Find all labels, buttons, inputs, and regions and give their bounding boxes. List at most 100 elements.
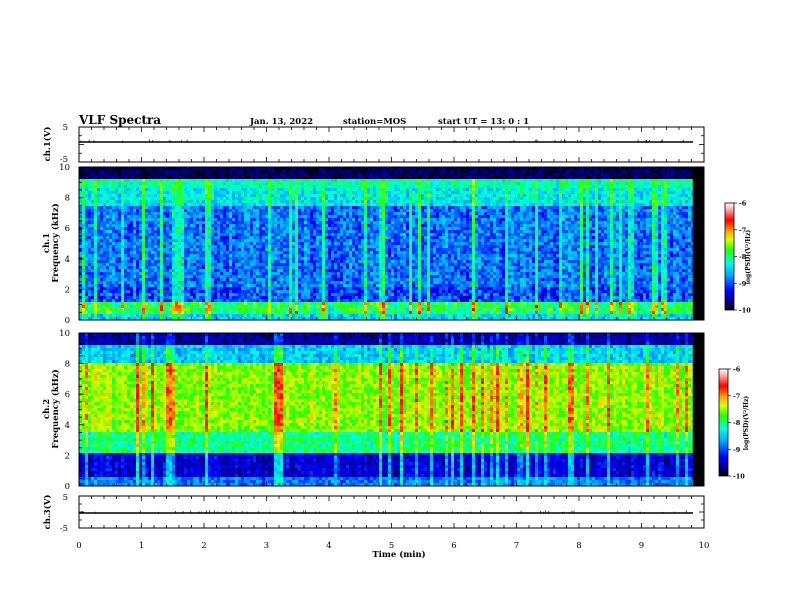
spectrogram-cell [139,176,142,179]
spectrogram-cell [184,191,187,194]
spectrogram-cell [259,200,262,203]
spectrogram-cell [352,230,355,233]
spectrogram-cell [604,176,607,179]
spectrogram-cell [220,218,223,221]
spectrogram-cell [679,200,682,203]
spectrogram-cell [259,173,262,176]
spectrogram-cell [262,170,265,173]
spectrogram-cell [526,221,529,224]
spectrogram-cell [244,212,247,215]
spectrogram-cell [412,194,415,197]
spectrogram-cell [442,218,445,221]
spectrogram-cell [112,206,115,209]
spectrogram-cell [655,233,658,236]
spectrogram-cell [211,182,214,185]
spectrogram-cell [646,173,649,176]
spectrogram-cell [622,215,625,218]
spectrogram-cell [313,176,316,179]
spectrogram-cell [82,182,85,185]
spectrogram-cell [187,224,190,227]
spectrogram-cell [451,179,454,182]
spectrogram-cell [226,188,229,191]
spectrogram-cell [304,170,307,173]
spectrogram-cell [328,236,331,239]
spectrogram-cell [421,218,424,221]
spectrogram-cell [451,197,454,200]
spectrogram-cell [271,206,274,209]
spectrogram-cell [577,176,580,179]
spectrogram-cell [307,203,310,206]
spectrogram-cell [550,215,553,218]
spectrogram-cell [667,215,670,218]
spectrogram-cell [253,236,256,239]
spectrogram-cell [133,197,136,200]
spectrogram-cell [514,221,517,224]
spectrogram-cell [667,191,670,194]
spectrogram-cell [424,197,427,200]
spectrogram-cell [310,233,313,236]
spectrogram-cell [181,209,184,212]
spectrogram-cell [337,179,340,182]
spectrogram-cell [406,230,409,233]
spectrogram-cell [667,218,670,221]
spectrogram-cell [136,200,139,203]
spectrogram-cell [379,188,382,191]
spectrogram-cell [523,227,526,230]
spectrogram-cell [157,212,160,215]
spectrogram-cell [220,233,223,236]
spectrogram-cell [160,176,163,179]
spectrogram-cell [295,224,298,227]
spectrogram-cell [619,221,622,224]
spectrogram-cell [166,173,169,176]
spectrogram-cell [406,218,409,221]
spectrogram-cell [616,230,619,233]
spectrogram-cell [685,221,688,224]
spectrogram-cell [127,188,130,191]
spectrogram-cell [409,170,412,173]
spectrogram-cell [508,176,511,179]
spectrogram-cell [322,185,325,188]
spectrogram-cell [514,176,517,179]
spectrogram-cell [229,203,232,206]
spectrogram-cell [328,206,331,209]
spectrogram-cell [382,179,385,182]
spectrogram-cell [457,200,460,203]
spectrogram-cell [412,224,415,227]
spectrogram-cell [592,194,595,197]
spectrogram-cell [505,194,508,197]
spectrogram-cell [580,215,583,218]
spectrogram-cell [247,191,250,194]
spectrogram-cell [616,191,619,194]
spectrogram-cell [226,197,229,200]
spectrogram-cell [253,179,256,182]
spectrogram-cell [517,179,520,182]
spectrogram-cell [391,215,394,218]
spectrogram-cell [100,221,103,224]
spectrogram-cell [406,203,409,206]
spectrogram-cell [136,176,139,179]
spectrogram-cell [466,230,469,233]
spectrogram-cell [457,185,460,188]
spectrogram-cell [595,230,598,233]
spectrogram-cell [385,227,388,230]
spectrogram-cell [589,191,592,194]
spectrogram-cell [628,197,631,200]
spectrogram-cell [166,233,169,236]
spectrogram-cell [295,221,298,224]
spectrogram-cell [337,173,340,176]
spectrogram-cell [673,215,676,218]
spectrogram-cell [400,212,403,215]
spectrogram-cell [604,197,607,200]
spectrogram-cell [379,227,382,230]
spectrogram-cell [409,221,412,224]
spectrogram-cell [379,182,382,185]
spectrogram-cell [553,221,556,224]
spectrogram-cell [628,221,631,224]
spectrogram-cell [652,215,655,218]
spectrogram-cell [373,197,376,200]
spectrogram-cell [370,182,373,185]
spectrogram-cell [328,200,331,203]
spectrogram-cell [157,236,160,239]
spectrogram-cell [214,182,217,185]
spectrogram-cell [298,194,301,197]
